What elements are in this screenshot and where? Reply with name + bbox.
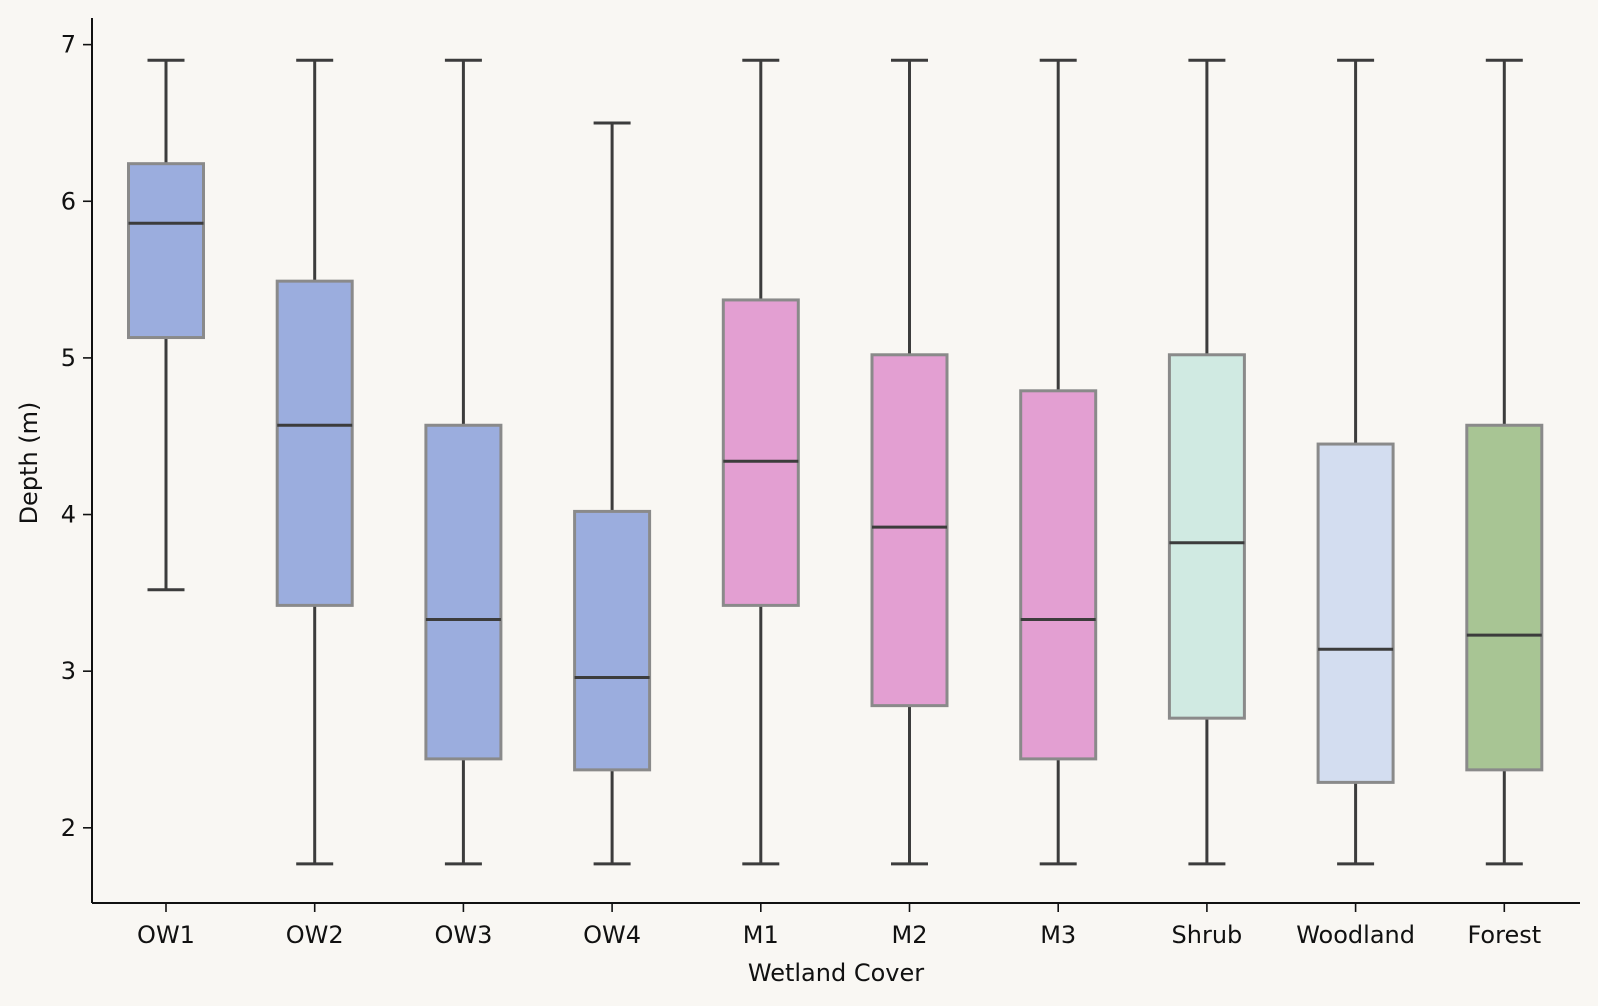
iqr-box <box>1167 353 1246 720</box>
y-tick-label: 6 <box>61 187 76 215</box>
box-group-ow1 <box>127 58 205 592</box>
plot-area <box>127 58 1544 866</box>
x-tick-label: OW2 <box>286 921 344 949</box>
iqr-box <box>1019 389 1098 761</box>
y-tick-label: 7 <box>61 31 76 59</box>
iqr-box <box>573 509 652 772</box>
x-tick-label: Shrub <box>1172 921 1243 949</box>
x-axis-title: Wetland Cover <box>748 959 924 987</box>
iqr-box <box>721 298 800 607</box>
y-tick-label: 3 <box>61 657 76 685</box>
iqr-box <box>1316 442 1395 784</box>
box-group-shrub <box>1167 58 1246 866</box>
x-tick-label: M2 <box>892 921 928 949</box>
box-group-forest <box>1465 58 1544 866</box>
iqr-box <box>1465 423 1544 772</box>
y-tick-label: 5 <box>61 344 76 372</box>
box-group-woodland <box>1316 58 1395 866</box>
box-group-m3 <box>1019 58 1098 866</box>
iqr-box <box>424 423 503 761</box>
iqr-box <box>127 162 205 340</box>
box-group-ow4 <box>573 121 652 866</box>
x-tick-label: Forest <box>1467 921 1541 949</box>
y-tick-label: 2 <box>61 814 76 842</box>
x-tick-label: OW4 <box>583 921 641 949</box>
box-group-m1 <box>721 58 800 866</box>
x-axis: OW1 OW2 OW3 OW4 M1 M2 M3 Shrub Woodland Forest <box>92 902 1580 949</box>
box-group-ow2 <box>275 58 354 866</box>
x-tick-label: M1 <box>743 921 779 949</box>
x-tick-label: M3 <box>1040 921 1076 949</box>
y-axis: 2 3 4 5 6 7 <box>61 18 93 903</box>
x-tick-label: OW1 <box>137 921 195 949</box>
iqr-box <box>870 353 949 708</box>
y-tick-label: 4 <box>61 501 76 529</box>
box-group-m2 <box>870 58 949 866</box>
y-axis-title: Depth (m) <box>15 402 43 525</box>
x-tick-label: Woodland <box>1296 921 1415 949</box>
box-group-ow3 <box>424 58 503 866</box>
x-tick-label: OW3 <box>434 921 492 949</box>
iqr-box <box>275 279 354 607</box>
